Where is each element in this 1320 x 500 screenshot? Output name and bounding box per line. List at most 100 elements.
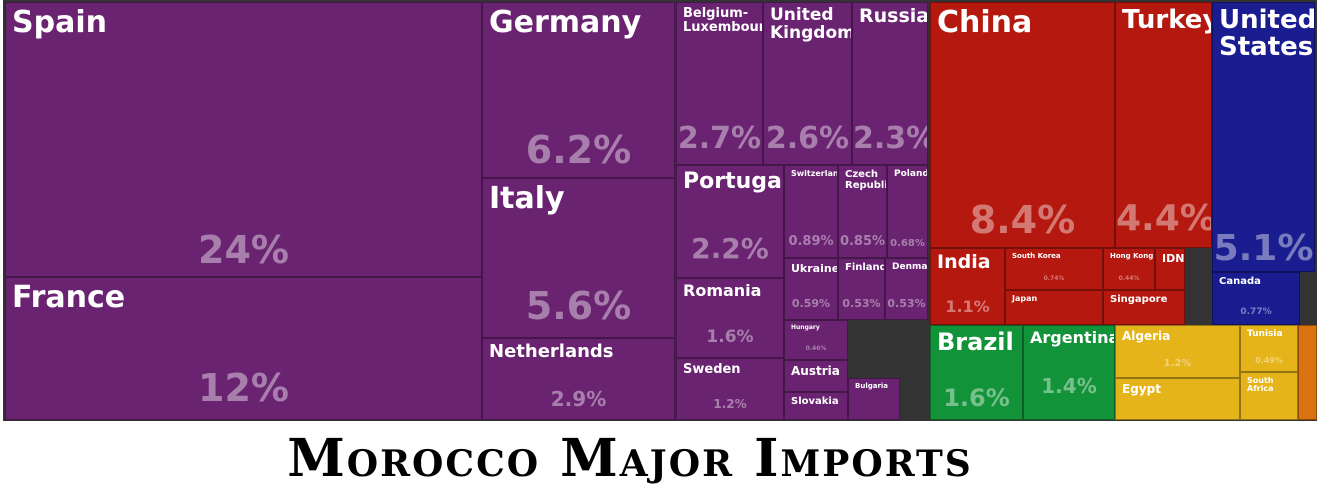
cell-label: Czech Republic bbox=[845, 169, 886, 191]
treemap-cell: Egypt bbox=[1115, 378, 1240, 420]
treemap-cell: Slovakia bbox=[784, 392, 848, 420]
treemap-cell: South Africa bbox=[1240, 372, 1298, 420]
other-cell bbox=[1298, 325, 1317, 420]
cell-value: 0.85% bbox=[839, 234, 886, 249]
cell-value: 2.9% bbox=[550, 387, 607, 411]
treemap-cell: Denmark 0.53% bbox=[885, 258, 928, 320]
treemap-cell: Hong Kong 0.44% bbox=[1103, 248, 1155, 290]
treemap-cell: IDN bbox=[1155, 248, 1185, 290]
cell-label: Portugal bbox=[683, 169, 784, 194]
cell-label: Egypt bbox=[1122, 382, 1161, 396]
cell-value: 0.89% bbox=[788, 234, 834, 249]
cell-value: 24% bbox=[198, 228, 289, 272]
cell-value: 1.4% bbox=[1041, 374, 1097, 398]
cell-label: Sweden bbox=[683, 362, 741, 377]
treemap-cell: China 8.4% bbox=[930, 2, 1115, 248]
cell-value: 2.2% bbox=[691, 232, 769, 265]
cell-value: 5.1% bbox=[1213, 228, 1314, 269]
cell-value: 1.2% bbox=[1163, 358, 1192, 369]
cell-label: Argentina bbox=[1030, 328, 1115, 347]
cell-value: 1.6% bbox=[943, 384, 1010, 412]
cell-label: Austria bbox=[791, 364, 840, 378]
treemap-cell: Tunisia 0.49% bbox=[1240, 325, 1298, 372]
cell-label: Denmark bbox=[892, 262, 928, 272]
cell-label: France bbox=[12, 280, 126, 315]
cell-label: India bbox=[937, 251, 991, 273]
cell-value: 5.6% bbox=[525, 284, 632, 328]
cell-label: China bbox=[937, 5, 1033, 40]
cell-value: 4.4% bbox=[1116, 198, 1212, 239]
cell-label: Switzerland bbox=[791, 169, 837, 178]
treemap-cell: Belgium-Luxembourg 2.7% bbox=[676, 2, 763, 165]
cell-value: 0.44% bbox=[1118, 275, 1140, 282]
cell-value: 0.77% bbox=[1240, 307, 1272, 317]
cell-value: 0.59% bbox=[791, 297, 831, 310]
treemap-cell: France 12% bbox=[5, 277, 482, 420]
cell-label: IDN bbox=[1162, 252, 1185, 265]
cell-value: 2.6% bbox=[765, 121, 850, 156]
cell-value: 0.49% bbox=[1255, 356, 1283, 365]
cell-value: 2.3% bbox=[853, 121, 928, 156]
cell-label: United States bbox=[1219, 5, 1315, 63]
treemap-cell: Germany 6.2% bbox=[482, 2, 675, 178]
treemap-cell: Singapore bbox=[1103, 290, 1185, 325]
treemap-cell: Czech Republic 0.85% bbox=[838, 165, 887, 258]
treemap-cell: Ukraine 0.59% bbox=[784, 258, 838, 320]
treemap-cell: Algeria 1.2% bbox=[1115, 325, 1240, 378]
cell-value: 2.7% bbox=[677, 121, 762, 156]
treemap-cell: Turkey 4.4% bbox=[1115, 2, 1212, 248]
cell-label: Italy bbox=[489, 181, 565, 216]
cell-label: Belgium-Luxembourg bbox=[683, 6, 762, 35]
cell-label: United Kingdom bbox=[770, 5, 852, 43]
cell-value: 0.68% bbox=[890, 238, 925, 249]
cell-value: 0.53% bbox=[887, 297, 926, 310]
cell-label: Bulgaria bbox=[855, 382, 889, 390]
treemap-cell: Finland 0.53% bbox=[838, 258, 885, 320]
treemap-cell: Romania 1.6% bbox=[676, 278, 784, 358]
cell-label: Germany bbox=[489, 5, 642, 40]
cell-label: Singapore bbox=[1110, 294, 1168, 305]
cell-value: 0.53% bbox=[842, 297, 881, 310]
cell-label: Brazil bbox=[937, 328, 1014, 356]
treemap-cell: Argentina 1.4% bbox=[1023, 325, 1115, 420]
cell-label: Romania bbox=[683, 281, 762, 300]
cell-value: 8.4% bbox=[969, 198, 1076, 242]
treemap-cell: Netherlands 2.9% bbox=[482, 338, 675, 420]
cell-label: Hong Kong bbox=[1110, 252, 1154, 260]
cell-label: Netherlands bbox=[489, 341, 614, 362]
cell-label: Russia bbox=[859, 5, 928, 27]
treemap-cell: Poland 0.68% bbox=[887, 165, 928, 258]
cell-label: Hungary bbox=[791, 324, 820, 331]
treemap-cell: Switzerland 0.89% bbox=[784, 165, 838, 258]
treemap-cell: United Kingdom 2.6% bbox=[763, 2, 852, 165]
cell-label: Tunisia bbox=[1247, 329, 1283, 339]
treemap-cell: United States 5.1% bbox=[1212, 2, 1315, 272]
treemap-cell: India 1.1% bbox=[930, 248, 1005, 325]
treemap-cell: Sweden 1.2% bbox=[676, 358, 784, 420]
treemap-cell: Canada 0.77% bbox=[1212, 272, 1300, 325]
cell-label: Poland bbox=[894, 169, 928, 179]
treemap-cell: Japan bbox=[1005, 290, 1103, 325]
cell-label: Canada bbox=[1219, 276, 1261, 287]
cell-value: 1.1% bbox=[945, 297, 990, 316]
chart-title: Morocco Major Imports bbox=[287, 428, 973, 489]
cell-value: 6.2% bbox=[525, 128, 632, 172]
treemap-cell: Russia 2.3% bbox=[852, 2, 928, 165]
cell-label: Japan bbox=[1012, 294, 1038, 303]
treemap: Spain 24% France 12% Germany 6.2% Italy 5.6% Net… bbox=[3, 0, 1317, 421]
cell-label: South Africa bbox=[1247, 376, 1274, 394]
cell-value: 0.74% bbox=[1043, 275, 1065, 282]
cell-label: Algeria bbox=[1122, 329, 1171, 343]
cell-label: Slovakia bbox=[791, 396, 839, 407]
cell-value: 1.2% bbox=[713, 397, 747, 411]
cell-label: South Korea bbox=[1012, 252, 1061, 260]
treemap-cell: Italy 5.6% bbox=[482, 178, 675, 338]
treemap-cell: Brazil 1.6% bbox=[930, 325, 1023, 420]
treemap-cell: Hungary 0.46% bbox=[784, 320, 848, 360]
cell-value: 1.6% bbox=[706, 327, 754, 347]
treemap-cell: South Korea 0.74% bbox=[1005, 248, 1103, 290]
cell-label: Finland bbox=[845, 262, 885, 273]
cell-label: Turkey bbox=[1122, 5, 1212, 35]
cell-value: 0.46% bbox=[805, 345, 827, 352]
